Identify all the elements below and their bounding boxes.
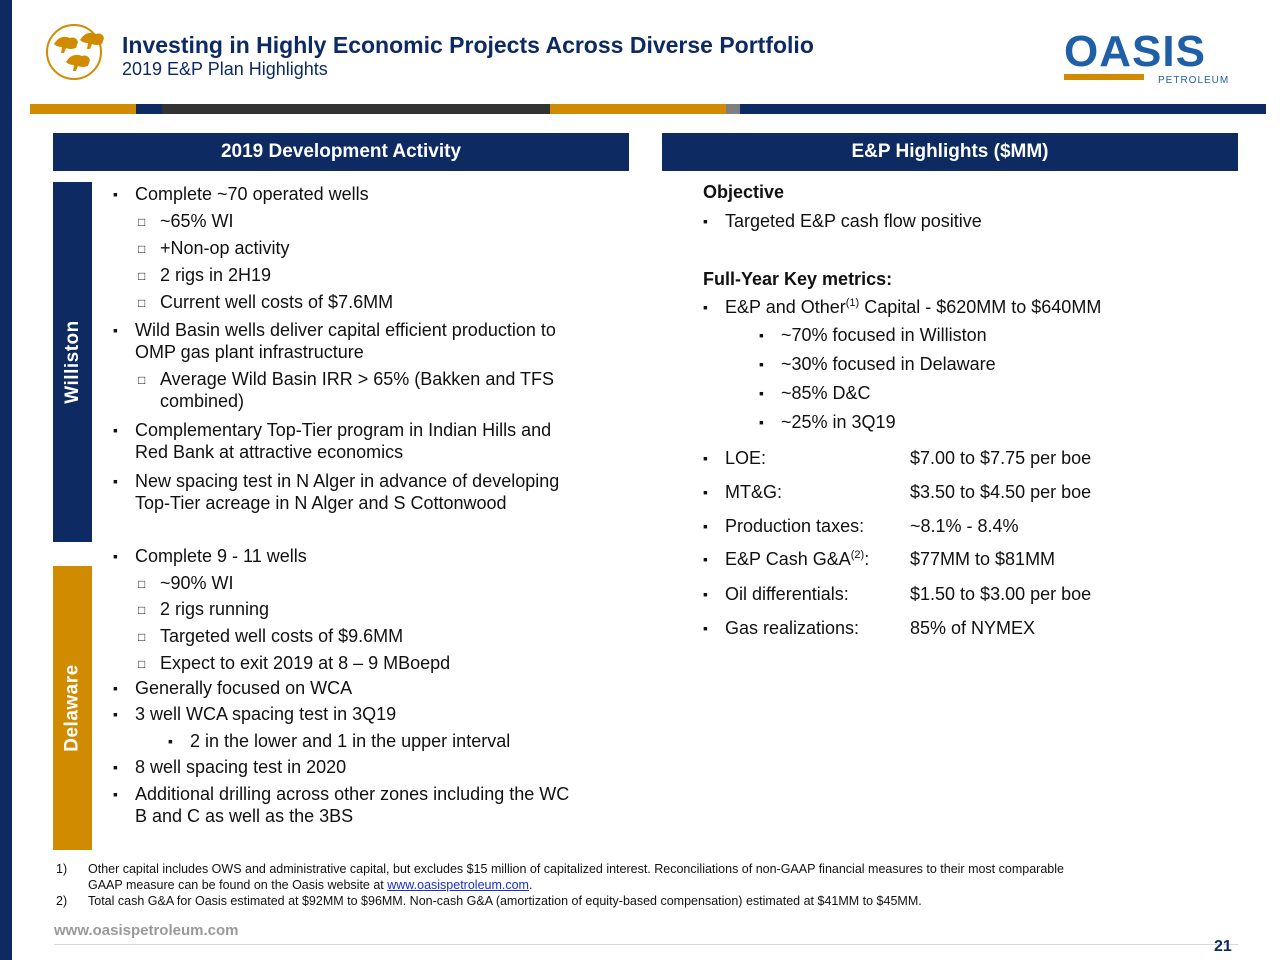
- footnote-text: Other capital includes OWS and administr…: [88, 862, 1064, 876]
- metric-label-text: E&P Cash G&A: [725, 549, 851, 569]
- metric-value: 85% of NYMEX: [910, 618, 1036, 638]
- bullet-continuation: Top-Tier acreage in N Alger and S Cotton…: [135, 493, 507, 513]
- sub-bullet-line: ~65% WI: [138, 210, 233, 233]
- oasis-petroleum-logo: OASIS PETROLEUM: [1064, 28, 1229, 86]
- footnote-number: 2): [56, 894, 68, 908]
- page-number: 21: [1214, 938, 1232, 955]
- capital-sub-item: ~25% in 3Q19: [759, 411, 896, 433]
- page-subtitle: 2019 E&P Plan Highlights: [122, 59, 328, 79]
- footnote-ref-2: (2): [850, 549, 865, 561]
- bison-logo-icon: [46, 24, 104, 80]
- objective-title: Objective: [703, 182, 785, 202]
- williston-label: Williston: [61, 320, 83, 404]
- metric-label: Gas realizations:: [703, 617, 859, 639]
- bullet-line: 8 well spacing test in 2020: [113, 756, 346, 778]
- sub-bullet-line: 2 rigs running: [138, 598, 269, 621]
- development-activity-header: 2019 Development Activity: [53, 133, 629, 171]
- footnote-text: GAAP measure can be found on the Oasis w…: [88, 877, 532, 893]
- oasis-website-link[interactable]: www.oasispetroleum.com: [387, 878, 529, 892]
- footer-divider: [54, 944, 1238, 945]
- highlights-header: E&P Highlights ($MM): [662, 133, 1238, 171]
- sub-bullet-line: Average Wild Basin IRR > 65% (Bakken and…: [138, 368, 554, 391]
- bullet-continuation: Red Bank at attractive economics: [135, 442, 404, 462]
- bullet-continuation: OMP gas plant infrastructure: [135, 342, 364, 362]
- capital-sub-item: ~85% D&C: [759, 382, 870, 404]
- metric-value: $77MM to $81MM: [910, 549, 1056, 569]
- logo-subtext: PETROLEUM: [1158, 75, 1229, 86]
- footnote-ref-1: (1): [845, 297, 860, 309]
- capital-sub-item: ~70% focused in Williston: [759, 324, 987, 346]
- page-title: Investing in Highly Economic Projects Ac…: [122, 32, 814, 58]
- metric-label-suffix: :: [864, 549, 870, 569]
- williston-section-bar: Williston: [53, 182, 92, 542]
- metric-value: $1.50 to $3.00 per boe: [910, 584, 1092, 604]
- sub-bullet-line: Current well costs of $7.6MM: [138, 291, 393, 314]
- metric-label: MT&G:: [703, 481, 782, 503]
- objective-item: Targeted E&P cash flow positive: [703, 210, 982, 232]
- capital-sub-item: ~30% focused in Delaware: [759, 353, 996, 375]
- delaware-section-bar: Delaware: [53, 566, 92, 850]
- bullet-continuation: combined): [160, 391, 245, 411]
- bullet-line: Complete ~70 operated wells: [113, 183, 369, 205]
- bullet-line: Wild Basin wells deliver capital efficie…: [113, 319, 556, 341]
- bullet-line: New spacing test in N Alger in advance o…: [113, 470, 559, 492]
- bullet-line: Complete 9 - 11 wells: [113, 545, 307, 567]
- sub-bullet-line: Expect to exit 2019 at 8 – 9 MBoepd: [138, 652, 450, 675]
- left-edge-bar: [0, 0, 12, 960]
- sub-bullet-line: Targeted well costs of $9.6MM: [138, 625, 403, 648]
- sub-bullet-line: ~90% WI: [138, 572, 233, 595]
- bullet-line: Generally focused on WCA: [113, 677, 352, 699]
- bullet-line: 3 well WCA spacing test in 3Q19: [113, 703, 396, 725]
- delaware-label: Delaware: [61, 664, 83, 752]
- key-metrics-title: Full-Year Key metrics:: [703, 269, 893, 289]
- metric-label: E&P Cash G&A(2):: [703, 548, 870, 570]
- metric-value: $7.00 to $7.75 per boe: [910, 448, 1092, 468]
- metric-value: ~8.1% - 8.4%: [910, 516, 1019, 536]
- capital-label: E&P and Other: [725, 297, 846, 317]
- bullet-continuation: B and C as well as the 3BS: [135, 806, 354, 826]
- metric-label: LOE:: [703, 447, 766, 469]
- sub-bullet-line: 2 rigs in 2H19: [138, 264, 271, 287]
- bullet-line: 2 in the lower and 1 in the upper interv…: [168, 730, 510, 752]
- capital-line: E&P and Other(1) Capital - $620MM to $64…: [703, 296, 1102, 318]
- footnote-number: 1): [56, 862, 68, 876]
- bullet-line: Additional drilling across other zones i…: [113, 783, 569, 805]
- sub-bullet-line: +Non-op activity: [138, 237, 289, 260]
- footnote-text-part: GAAP measure can be found on the Oasis w…: [88, 878, 388, 892]
- bullet-line: Complementary Top-Tier program in Indian…: [113, 419, 551, 441]
- footer-url: www.oasispetroleum.com: [54, 922, 239, 939]
- logo-wordmark: OASIS: [1064, 28, 1206, 76]
- header-color-bar: [30, 104, 1266, 114]
- metric-label: Oil differentials:: [703, 583, 849, 605]
- metric-value: $3.50 to $4.50 per boe: [910, 482, 1092, 502]
- footnote-text: Total cash G&A for Oasis estimated at $9…: [88, 894, 922, 908]
- metric-label: Production taxes:: [703, 515, 864, 537]
- capital-value: Capital - $620MM to $640MM: [859, 297, 1102, 317]
- footnote-text-part: .: [528, 878, 533, 892]
